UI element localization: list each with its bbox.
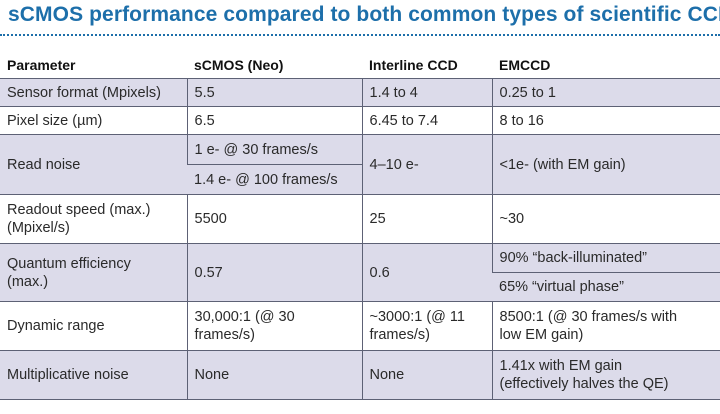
table-row: Readout speed (max.) (Mpixel/s) 5500 25 … <box>0 194 720 244</box>
table-row: Dynamic range 30,000:1 (@ 30 frames/s) ~… <box>0 301 720 351</box>
table-cell: ~30 <box>491 194 720 244</box>
table-row: Pixel size (µm) 6.5 6.45 to 7.4 8 to 16 <box>0 106 720 135</box>
table-cell: 6.5 <box>186 106 362 135</box>
cell-line: frames/s) <box>369 327 430 343</box>
param-line: (Mpixel/s) <box>7 220 70 236</box>
cell-line: (effectively halves the QE) <box>499 376 669 392</box>
header-parameter: Parameter <box>7 56 76 73</box>
header-interline-ccd: Interline CCD <box>369 56 458 73</box>
param-line: Readout speed (max.) <box>7 202 151 218</box>
cell-line: 30,000:1 (@ 30 <box>194 309 295 325</box>
cell-line: 1.41x with EM gain <box>499 358 623 374</box>
table-row: Sensor format (Mpixels) 5.5 1.4 to 4 0.2… <box>0 78 720 107</box>
param-cell: Readout speed (max.) (Mpixel/s) <box>0 194 187 244</box>
table-cell: None <box>186 350 362 400</box>
table-cell: <1e- (with EM gain) <box>491 134 720 195</box>
table-cell: 1.4 e- @ 100 frames/s <box>187 164 362 195</box>
table-cell: 25 <box>361 194 492 244</box>
table-cell: None <box>361 350 492 400</box>
cell-line: ~3000:1 (@ 11 <box>369 309 465 325</box>
table-cell: 8 to 16 <box>491 106 720 135</box>
table-cell: 6.45 to 7.4 <box>361 106 492 135</box>
param-line: (max.) <box>7 273 49 290</box>
table-row: 1.4 e- @ 100 frames/s <box>0 164 720 195</box>
table-row: 65% “virtual phase” <box>0 272 720 302</box>
cell-line: low EM gain) <box>499 327 584 343</box>
param-cell: Multiplicative noise <box>0 350 187 400</box>
param-cell: Quantum efficiency (max.) <box>0 243 187 302</box>
page-title: sCMOS performance compared to both commo… <box>8 3 720 26</box>
table-cell: 4–10 e- <box>361 134 492 195</box>
table-cell: 90% “back-illuminated” <box>491 243 720 273</box>
table-row: Quantum efficiency (max.) 0.57 0.6 90% “… <box>0 243 720 302</box>
table-cell: 0.25 to 1 <box>491 78 720 107</box>
table-row: Read noise 1 e- @ 30 frames/s 4–10 e- <1… <box>0 134 720 195</box>
table-cell: 5500 <box>186 194 362 244</box>
table-row: Multiplicative noise None None 1.41x wit… <box>0 350 720 400</box>
param-cell: Dynamic range <box>0 301 187 351</box>
param-cell: Pixel size (µm) <box>0 106 187 135</box>
table-cell: ~3000:1 (@ 11 frames/s) <box>361 301 492 351</box>
table-cell: 5.5 <box>186 78 362 107</box>
header-emccd: EMCCD <box>499 56 551 73</box>
cell-line: frames/s) <box>194 327 255 343</box>
header-scmos: sCMOS (Neo) <box>194 56 284 73</box>
param-line: Quantum efficiency <box>7 255 131 272</box>
cell-line: 8500:1 (@ 30 frames/s with <box>499 309 678 325</box>
param-cell: Sensor format (Mpixels) <box>0 78 187 107</box>
table-cell: 0.57 <box>186 243 362 302</box>
title-divider <box>0 34 720 36</box>
table-cell: 30,000:1 (@ 30 frames/s) <box>186 301 362 351</box>
header-row: Parameter sCMOS (Neo) Interline CCD EMCC… <box>0 51 720 79</box>
table-cell: 1.41x with EM gain (effectively halves t… <box>491 350 720 400</box>
comparison-table: Parameter sCMOS (Neo) Interline CCD EMCC… <box>0 51 720 400</box>
table-cell: 0.6 <box>361 243 492 302</box>
table-cell: 1 e- @ 30 frames/s <box>186 134 362 165</box>
param-cell: Read noise <box>0 134 187 195</box>
table-cell: 65% “virtual phase” <box>492 272 720 302</box>
table-cell: 8500:1 (@ 30 frames/s with low EM gain) <box>491 301 720 351</box>
table-cell: 1.4 to 4 <box>361 78 492 107</box>
